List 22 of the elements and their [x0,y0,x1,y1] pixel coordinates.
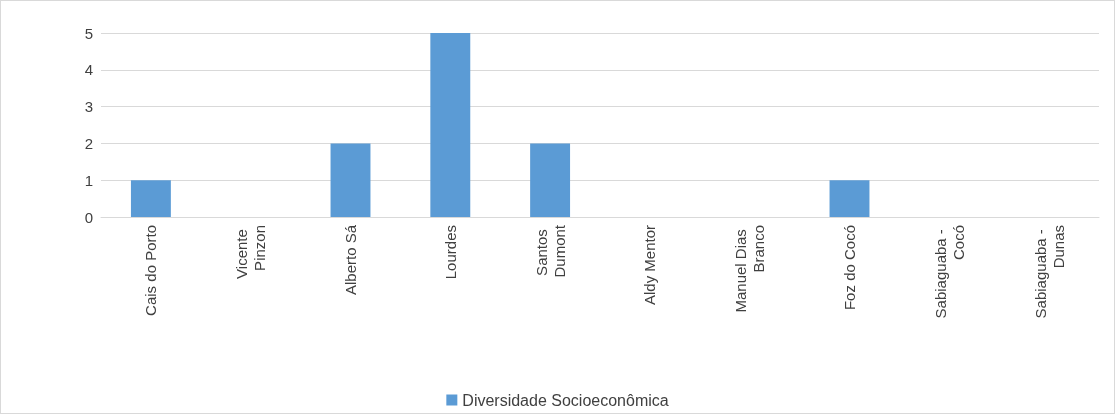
x-tick-label: Manuel Dias Branco [732,225,768,313]
x-tick-label: Aldy Mentor [641,225,659,306]
x-tick-label: Foz do Cocó [841,225,858,311]
y-tick-label: 4 [84,61,93,79]
x-tick-label: Lourdes [441,225,459,280]
legend-label: Diversidade Socioeconômica [462,391,669,409]
x-tick-label: Cais do Porto [142,225,160,316]
y-tick-label: 2 [84,134,93,152]
x-tick-label: Vicente Pinzon [233,225,269,279]
x-tick-label: Sabiaguaba - Cocó [931,225,967,319]
y-tick-label: 5 [84,24,93,42]
y-tick-label: 3 [84,98,93,116]
y-tick-label: 1 [84,171,93,189]
bar [829,180,870,217]
bar [330,143,371,217]
bar [530,143,571,217]
x-tick-label: Sabiaguaba - Dunas [1031,225,1067,319]
bar [130,180,171,217]
y-tick-label: 0 [84,208,93,226]
bar [430,33,471,217]
x-tick-label: Alberto Sá [342,224,359,296]
x-tick-label: Santos Dumont [532,224,568,278]
